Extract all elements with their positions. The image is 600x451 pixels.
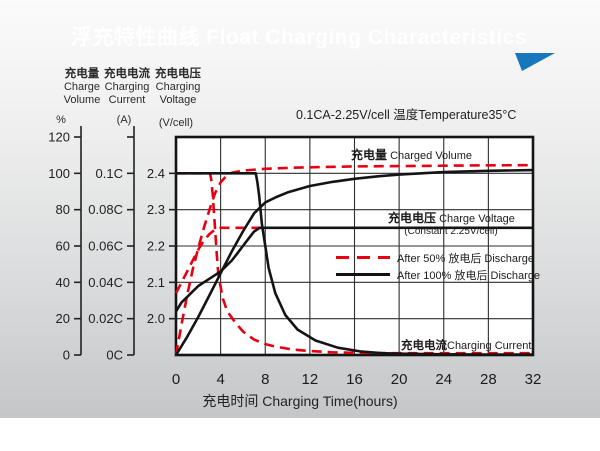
series-charge_voltage_after_100_discharge	[174, 226, 533, 313]
current-axis-title-en1: Charging	[104, 81, 150, 93]
banner-tail	[515, 53, 555, 71]
volume-tick-label: 20	[56, 311, 70, 326]
current-tick-label: 0C	[106, 348, 123, 363]
current-axis: 0.1C 0.08C 0.06C 0.04C 0.02C 0C	[88, 126, 135, 363]
voltage-axis-title-en1: Charging	[155, 81, 201, 93]
volume-tick-label: 0	[63, 348, 70, 363]
volume-axis-title-en2: Volume	[63, 94, 101, 106]
legend-item-after-50: After 50% 放电后 Discharge	[336, 249, 540, 266]
current-tick-label: 0.1C	[96, 166, 123, 181]
voltage-axis: 2.4 2.3 2.2 2.1 2.0	[147, 166, 176, 326]
volume-axis-title-cn: 充电量	[64, 68, 100, 80]
x-tick-label: 32	[525, 371, 542, 388]
charge-voltage-sublabel: (Constant 2.25V/cell)	[404, 226, 498, 237]
legend-item-after-100: After 100% 放电后 Discharge	[336, 266, 540, 283]
current-tick-label: 0.08C	[88, 202, 123, 217]
series-charged_volume_after_50_discharge	[174, 163, 534, 356]
current-axis-unit: (A)	[116, 114, 132, 126]
current-tick-label: 0.02C	[88, 311, 123, 326]
x-tick-label: 16	[346, 371, 363, 388]
x-tick-label: 12	[302, 371, 319, 388]
volume-tick-label: 60	[56, 239, 70, 254]
volume-axis-unit: %	[56, 114, 66, 126]
voltage-tick-label: 2.2	[147, 239, 165, 254]
current-tick-label: 0.04C	[88, 275, 123, 290]
voltage-tick-label: 2.4	[147, 166, 165, 181]
x-tick-label: 8	[261, 371, 269, 388]
x-tick-label: 24	[435, 371, 452, 388]
current-axis-title-en2: Current	[108, 94, 146, 106]
volume-tick-label: 120	[48, 130, 70, 145]
title-banner: 浮充特性曲线 Float Charging Characteristics	[28, 16, 570, 55]
solid-black-line-swatch	[336, 273, 390, 276]
voltage-tick-label: 2.1	[147, 275, 165, 290]
x-tick-label: 4	[216, 371, 224, 388]
series-charging_current_after_50_discharge	[176, 172, 533, 355]
volume-tick-label: 80	[56, 202, 70, 217]
x-tick-label: 28	[480, 371, 497, 388]
volume-axis-title: 充电量 Charge Volume	[50, 68, 114, 107]
dashed-red-line-swatch	[336, 256, 390, 259]
series-charged_volume_after_100_discharge	[174, 168, 534, 356]
x-axis-title: 充电时间 Charging Time(hours)	[202, 393, 398, 409]
x-tick-label: 0	[172, 371, 180, 388]
voltage-axis-unit: (V/cell)	[158, 117, 194, 129]
volume-axis: 120 100 80 60 40 20 0	[48, 126, 82, 363]
charged-volume-label: 充电量 Charged Volume	[351, 148, 473, 162]
charge-voltage-label: 充电电压 Charge Voltage (Constant 2.25V/cell…	[388, 211, 515, 237]
series-charge_voltage_after_50_discharge	[174, 226, 266, 294]
voltage-axis-title-cn: 充电电压	[155, 68, 201, 80]
volume-tick-label: 100	[48, 166, 70, 181]
volume-axis-title-en1: Charge	[63, 81, 101, 93]
series-charging_current_after_100_discharge	[176, 172, 534, 356]
charging-current-label: 充电电流Charging Current	[401, 340, 532, 352]
current-axis-title: 充电电流 Charging Current	[95, 68, 159, 107]
test-condition-label: 0.1CA-2.25V/cell 温度Temperature35°C	[296, 108, 517, 122]
page-title: 浮充特性曲线 Float Charging Characteristics	[70, 25, 528, 49]
legend: After 50% 放电后 Discharge After 100% 放电后 D…	[336, 249, 540, 283]
voltage-axis-title-en2: Voltage	[159, 94, 197, 106]
voltage-tick-label: 2.3	[147, 202, 165, 217]
x-tick-label: 20	[391, 371, 408, 388]
volume-tick-label: 40	[56, 275, 70, 290]
voltage-axis-title: 充电电压 Charging Voltage	[146, 68, 210, 107]
current-tick-label: 0.06C	[88, 239, 123, 254]
x-axis-tick-labels: 0 4 8 12 16 20 24 28 32	[172, 371, 542, 388]
voltage-tick-label: 2.0	[147, 311, 165, 326]
current-axis-title-cn: 充电电流	[104, 68, 150, 80]
